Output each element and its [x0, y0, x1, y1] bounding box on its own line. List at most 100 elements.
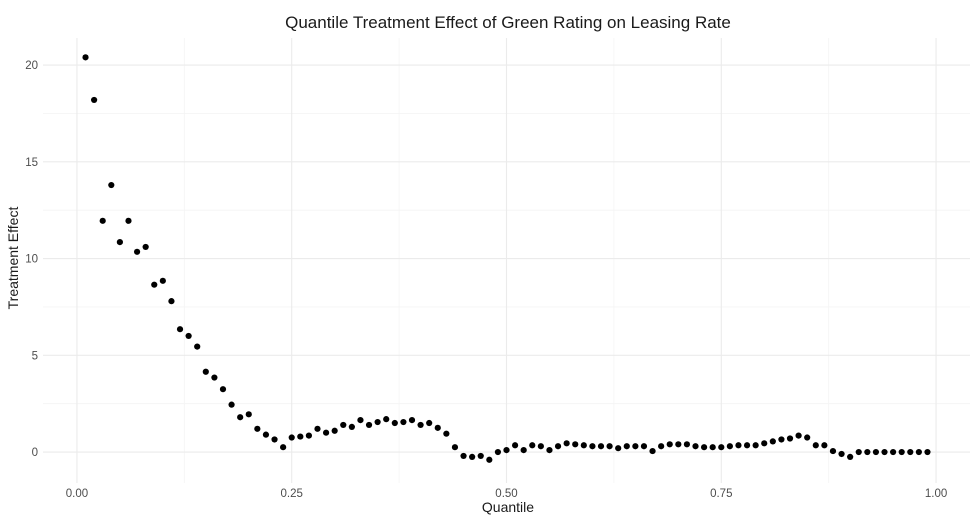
data-point: [91, 96, 98, 104]
data-point: [176, 326, 184, 333]
y-axis-label: Treatment Effect: [5, 207, 21, 310]
data-point: [907, 448, 914, 456]
data-point: [812, 442, 819, 449]
y-axis-tick-labels: 0 5 10 15 20: [25, 60, 38, 459]
x-tick-label: 0.00: [66, 488, 88, 500]
data-point: [202, 368, 209, 375]
data-point: [271, 436, 278, 443]
data-point: [116, 239, 123, 246]
data-point: [632, 443, 639, 450]
data-point: [219, 386, 227, 393]
data-point: [142, 243, 149, 251]
x-axis-label: Quantile: [482, 499, 534, 515]
data-point: [211, 374, 218, 381]
x-tick-label: 0.25: [281, 488, 303, 500]
data-point: [477, 452, 484, 460]
data-point: [589, 443, 596, 450]
x-axis-tick-labels: 0.00 0.25 0.50 0.75 1.00: [66, 488, 948, 500]
data-point: [615, 445, 622, 452]
data-point: [898, 448, 905, 456]
data-point: [125, 217, 132, 224]
data-point: [503, 447, 510, 454]
y-tick-label: 15: [25, 157, 38, 169]
data-point: [915, 448, 922, 456]
data-point: [847, 453, 854, 460]
x-tick-label: 0.50: [495, 488, 517, 500]
data-point: [434, 424, 441, 431]
data-point: [761, 440, 768, 447]
data-point: [391, 419, 398, 427]
data-point: [623, 443, 630, 450]
data-point: [297, 433, 304, 440]
data-point: [881, 448, 888, 456]
data-point: [314, 425, 321, 432]
data-point: [804, 434, 811, 441]
data-point: [821, 442, 828, 449]
data-point: [159, 277, 166, 284]
x-tick-label: 1.00: [925, 488, 947, 500]
data-point: [99, 217, 106, 224]
data-point: [529, 442, 536, 449]
data-point: [606, 443, 613, 450]
data-point: [726, 443, 733, 450]
data-point: [322, 429, 330, 436]
x-tick-label: 0.75: [710, 488, 732, 500]
data-point: [340, 421, 347, 429]
data-point: [855, 448, 862, 456]
data-point: [108, 181, 115, 189]
data-point: [426, 419, 433, 427]
data-point: [305, 432, 313, 439]
data-point: [786, 435, 794, 442]
y-tick-label: 0: [32, 447, 38, 459]
data-point: [537, 443, 544, 450]
data-point: [133, 248, 141, 255]
data-point: [151, 281, 158, 288]
data-point: [237, 414, 244, 421]
data-point: [795, 432, 802, 439]
data-point: [82, 54, 89, 61]
data-point: [658, 443, 665, 450]
data-point: [778, 436, 785, 443]
data-point: [735, 442, 742, 449]
data-point: [864, 448, 871, 456]
chart-title: Quantile Treatment Effect of Green Ratin…: [285, 13, 731, 32]
y-tick-label: 10: [25, 254, 38, 266]
data-point: [194, 343, 201, 350]
data-points: [82, 54, 931, 463]
data-point: [924, 448, 931, 456]
data-point: [254, 425, 261, 432]
data-point: [580, 442, 587, 449]
data-point: [262, 431, 270, 438]
major-gridlines: [43, 38, 970, 483]
data-point: [280, 444, 287, 451]
data-point: [838, 450, 845, 458]
data-point: [383, 416, 390, 423]
data-point: [365, 421, 373, 429]
data-point: [460, 452, 467, 460]
data-point: [640, 443, 648, 450]
data-point: [890, 448, 897, 456]
data-point: [692, 443, 699, 450]
data-point: [408, 417, 416, 424]
data-point: [451, 444, 459, 451]
y-tick-label: 5: [32, 350, 38, 362]
data-point: [572, 441, 579, 448]
data-point: [554, 443, 562, 450]
data-point: [374, 418, 381, 426]
data-point: [829, 447, 837, 455]
data-point: [348, 423, 355, 430]
data-point: [357, 417, 364, 424]
data-point: [168, 298, 175, 305]
y-tick-label: 20: [25, 60, 38, 72]
data-point: [494, 448, 502, 456]
data-point: [511, 442, 519, 449]
data-point: [400, 418, 407, 426]
data-point: [675, 441, 682, 448]
data-point: [700, 444, 708, 451]
data-point: [443, 430, 450, 437]
data-point: [683, 441, 691, 448]
data-point: [245, 411, 252, 418]
data-point: [228, 401, 235, 408]
data-point: [718, 444, 725, 451]
data-point: [417, 421, 424, 429]
